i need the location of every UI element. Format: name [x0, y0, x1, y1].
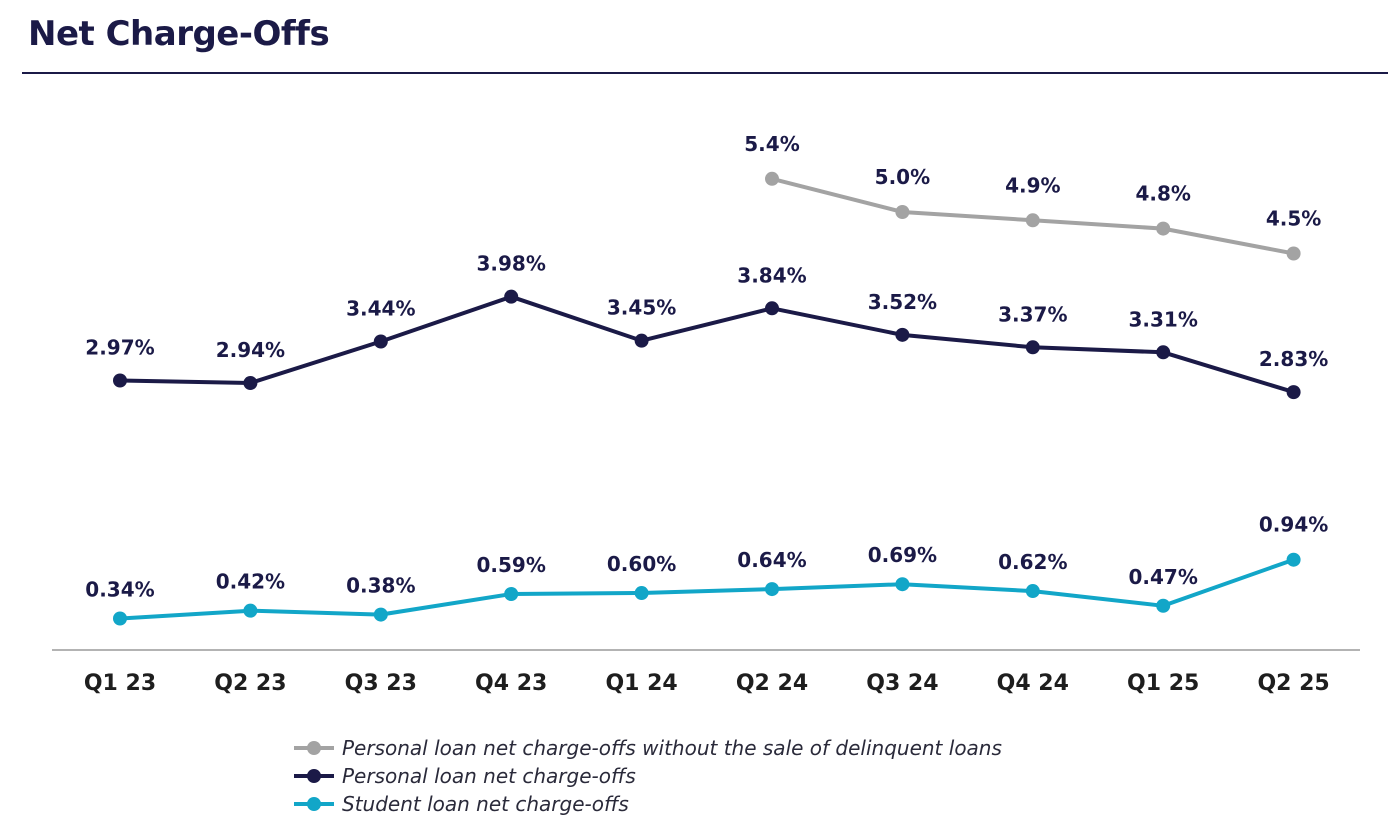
legend: Personal loan net charge-offs without th…: [294, 734, 1002, 818]
data-point: [373, 607, 388, 622]
x-tick-label: Q2 25: [1257, 671, 1329, 696]
title-divider: [22, 72, 1388, 74]
data-label: 0.38%: [346, 574, 415, 598]
data-label: 5.4%: [744, 132, 799, 156]
data-label: 0.69%: [868, 543, 937, 567]
data-point: [895, 577, 910, 592]
data-label: 3.98%: [477, 252, 546, 276]
data-point: [1025, 584, 1040, 599]
data-label: 3.52%: [868, 290, 937, 314]
data-point: [113, 373, 127, 388]
data-label: 2.97%: [85, 336, 154, 360]
data-point: [1156, 598, 1171, 613]
x-tick-label: Q3 24: [866, 671, 938, 696]
legend-marker-icon: [294, 797, 334, 811]
data-point: [504, 289, 519, 304]
data-label: 0.62%: [998, 550, 1067, 574]
data-label: 4.5%: [1266, 207, 1321, 231]
x-tick-label: Q2 24: [736, 671, 808, 696]
data-point: [765, 171, 779, 186]
legend-item-personal[interactable]: Personal loan net charge-offs: [294, 762, 1002, 790]
legend-label: Student loan net charge-offs: [342, 792, 629, 816]
data-label: 0.42%: [216, 570, 285, 594]
data-point: [1286, 385, 1301, 400]
data-label: 3.31%: [1129, 307, 1198, 331]
data-label: 3.84%: [737, 263, 806, 287]
data-point: [1156, 345, 1171, 360]
x-tick-label: Q4 23: [475, 671, 547, 696]
data-label: 0.64%: [737, 548, 806, 572]
data-point: [113, 611, 127, 626]
data-label: 3.37%: [998, 302, 1067, 326]
data-label: 0.59%: [477, 553, 546, 577]
legend-item-personal-without-sale[interactable]: Personal loan net charge-offs without th…: [294, 734, 1002, 762]
data-point: [243, 603, 258, 618]
data-label: 0.47%: [1129, 565, 1198, 589]
data-label: 0.60%: [607, 552, 676, 576]
series-line-1: [118, 294, 1296, 395]
legend-label: Personal loan net charge-offs: [342, 764, 636, 788]
data-point: [895, 205, 910, 220]
data-point: [373, 334, 388, 349]
data-point: [1286, 552, 1301, 567]
data-label: 0.34%: [85, 578, 154, 602]
data-point: [895, 327, 910, 342]
data-label: 5.0%: [875, 165, 930, 189]
x-tick-label: Q1 23: [84, 671, 156, 696]
data-point: [1025, 340, 1040, 355]
data-label: 2.83%: [1259, 347, 1328, 371]
x-tick-label: Q4 24: [997, 671, 1069, 696]
x-tick-label: Q1 25: [1127, 671, 1199, 696]
data-point: [765, 301, 779, 316]
data-point: [634, 333, 649, 348]
legend-label: Personal loan net charge-offs without th…: [342, 736, 1002, 760]
data-point: [1025, 213, 1040, 228]
data-label: 4.8%: [1135, 182, 1190, 206]
data-label: 2.94%: [216, 338, 285, 362]
data-point: [1286, 246, 1301, 261]
page-title: Net Charge-Offs: [28, 14, 330, 54]
legend-item-student[interactable]: Student loan net charge-offs: [294, 790, 1002, 818]
data-point: [504, 587, 519, 601]
legend-marker-icon: [294, 769, 334, 783]
series-line-2: [118, 557, 1296, 621]
data-label: 3.44%: [346, 296, 415, 320]
data-point: [243, 375, 258, 390]
data-label: 4.9%: [1005, 173, 1060, 197]
x-tick-label: Q2 23: [214, 671, 286, 696]
data-point: [765, 582, 779, 597]
data-point: [1156, 221, 1171, 236]
x-tick-label: Q3 23: [345, 671, 417, 696]
data-label: 0.94%: [1259, 513, 1328, 537]
data-label: 3.45%: [607, 296, 676, 320]
data-point: [634, 586, 649, 601]
legend-marker-icon: [294, 741, 334, 755]
x-tick-label: Q1 24: [605, 671, 677, 696]
